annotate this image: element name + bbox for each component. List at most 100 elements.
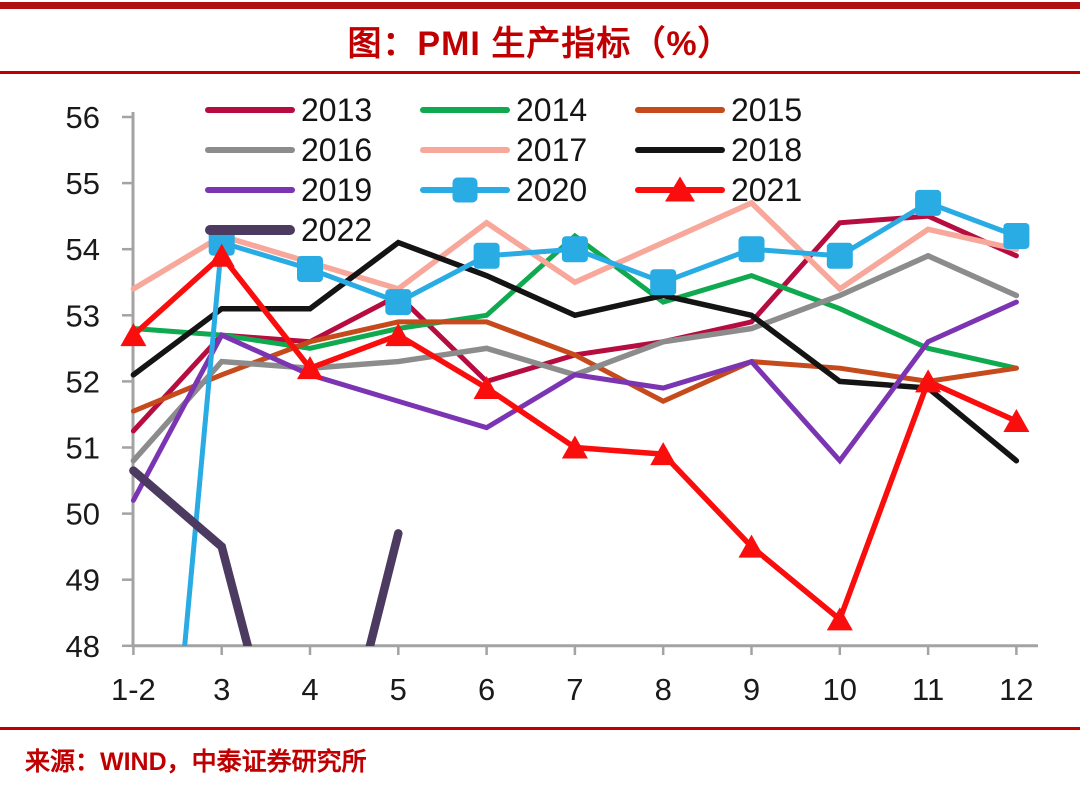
- series-2020-marker: [738, 236, 765, 263]
- legend-label-2016: 2016: [301, 131, 373, 168]
- x-tick-label: 8: [655, 672, 672, 707]
- series-2018: [130, 239, 1020, 464]
- legend-item-2017: 2017: [420, 130, 587, 170]
- legend-item-2021: 2021: [635, 170, 802, 210]
- series-2018-line: [130, 239, 1020, 464]
- series-2020-marker: [385, 289, 412, 316]
- series-2021-marker: [120, 323, 147, 347]
- legend-item-2020: 2020: [420, 170, 587, 210]
- series-2021-marker: [650, 442, 677, 466]
- y-tick-label: 48: [66, 629, 100, 664]
- series-2020-marker: [826, 242, 853, 269]
- y-tick-label: 53: [66, 298, 100, 333]
- legend-swatch-2019: [205, 170, 295, 210]
- series-2020-marker: [1003, 222, 1030, 249]
- legend-swatch-2022: [205, 210, 295, 250]
- legend-label-2017: 2017: [516, 131, 588, 168]
- y-tick-label: 56: [66, 100, 100, 135]
- series-2019: [130, 299, 1019, 503]
- x-tick-label: 10: [823, 672, 857, 707]
- series-2021-marker: [473, 376, 500, 400]
- series-2021-marker: [738, 534, 765, 558]
- page-title: 图：PMI 生产指标（%）: [347, 25, 733, 63]
- legend-swatch-2017: [420, 130, 510, 170]
- legend-swatch-2015: [635, 90, 725, 130]
- legend-label-2018: 2018: [731, 131, 803, 168]
- x-tick-label: 7: [566, 672, 583, 707]
- series-2020-marker: [650, 269, 677, 296]
- x-tick-label: 6: [478, 672, 495, 707]
- legend-line-sample: [635, 147, 725, 153]
- legend-item-2018: 2018: [635, 130, 802, 170]
- legend-line-sample: [205, 187, 295, 193]
- legend-line-sample: [420, 107, 510, 113]
- series-2017: [130, 199, 1020, 293]
- y-tick-label: 52: [66, 364, 100, 399]
- legend-swatch-2016: [205, 130, 295, 170]
- legend-item-2015: 2015: [635, 90, 802, 130]
- legend-swatch-2021: [635, 170, 725, 210]
- x-tick-label: 12: [999, 672, 1033, 707]
- legend-item-2013: 2013: [205, 90, 372, 130]
- x-tick-label: 11: [912, 672, 944, 707]
- series-2021-marker: [385, 323, 412, 347]
- series-2014: [130, 232, 1019, 371]
- series-2020-marker: [915, 189, 942, 216]
- triangle-marker-icon: [665, 176, 695, 202]
- series-2015: [130, 319, 1019, 414]
- legend-swatch-2018: [635, 130, 725, 170]
- series-2021-marker: [208, 243, 235, 267]
- legend-swatch-2020: [420, 170, 510, 210]
- series-2021-marker: [915, 369, 942, 393]
- legend-item-2022: 2022: [205, 210, 372, 250]
- x-tick-label: 9: [743, 672, 760, 707]
- legend-label-2019: 2019: [301, 171, 373, 208]
- series-2015-line: [130, 319, 1019, 414]
- series-2021-marker: [297, 356, 323, 380]
- series-2020-marker: [297, 256, 323, 283]
- x-tick-label: 3: [213, 672, 230, 707]
- y-tick-label: 50: [66, 497, 100, 532]
- legend-label-2015: 2015: [731, 91, 803, 128]
- legend-label-2021: 2021: [731, 171, 803, 208]
- legend-label-2022: 2022: [301, 211, 373, 248]
- legend-line-sample: [420, 147, 510, 153]
- legend-line-sample: [635, 107, 725, 113]
- legend-line-sample: [205, 147, 295, 153]
- series-2021: [120, 243, 1030, 631]
- title-divider: [0, 71, 1080, 74]
- series-2021-marker: [561, 435, 588, 459]
- x-tick-label: 4: [301, 672, 318, 707]
- series-2020-marker: [561, 236, 588, 263]
- y-tick-label: 51: [66, 431, 100, 466]
- y-tick-label: 49: [66, 563, 100, 598]
- series-2020: [182, 189, 1030, 646]
- chart-legend: 2013 2014 2015 2016 2017 2018 2019 2020 2021 2022: [205, 90, 865, 250]
- legend-label-2020: 2020: [516, 171, 588, 208]
- top-accent-bar: [0, 2, 1080, 9]
- legend-line-sample: [205, 107, 295, 113]
- legend-item-2016: 2016: [205, 130, 372, 170]
- legend-swatch-2014: [420, 90, 510, 130]
- series-2021-marker: [826, 607, 853, 631]
- series-2019-line: [130, 299, 1019, 503]
- legend-swatch-2013: [205, 90, 295, 130]
- footer-divider: [0, 727, 1080, 730]
- square-marker-icon: [452, 177, 478, 203]
- series-2020-marker: [208, 229, 235, 256]
- y-tick-label: 54: [66, 232, 100, 267]
- x-tick-label: 1-2: [111, 672, 156, 707]
- y-tick-label: 55: [66, 166, 100, 201]
- source-note: 来源：WIND，中泰证券研究所: [25, 748, 367, 776]
- x-tick-label: 5: [390, 672, 407, 707]
- series-2017-line: [130, 199, 1020, 293]
- series-2014-line: [130, 232, 1019, 371]
- series-2022: [129, 466, 403, 646]
- series-2021-marker: [1003, 409, 1030, 433]
- legend-label-2013: 2013: [301, 91, 373, 128]
- series-2020-marker: [473, 242, 500, 269]
- legend-label-2014: 2014: [516, 91, 588, 128]
- legend-line-sample: [205, 225, 295, 235]
